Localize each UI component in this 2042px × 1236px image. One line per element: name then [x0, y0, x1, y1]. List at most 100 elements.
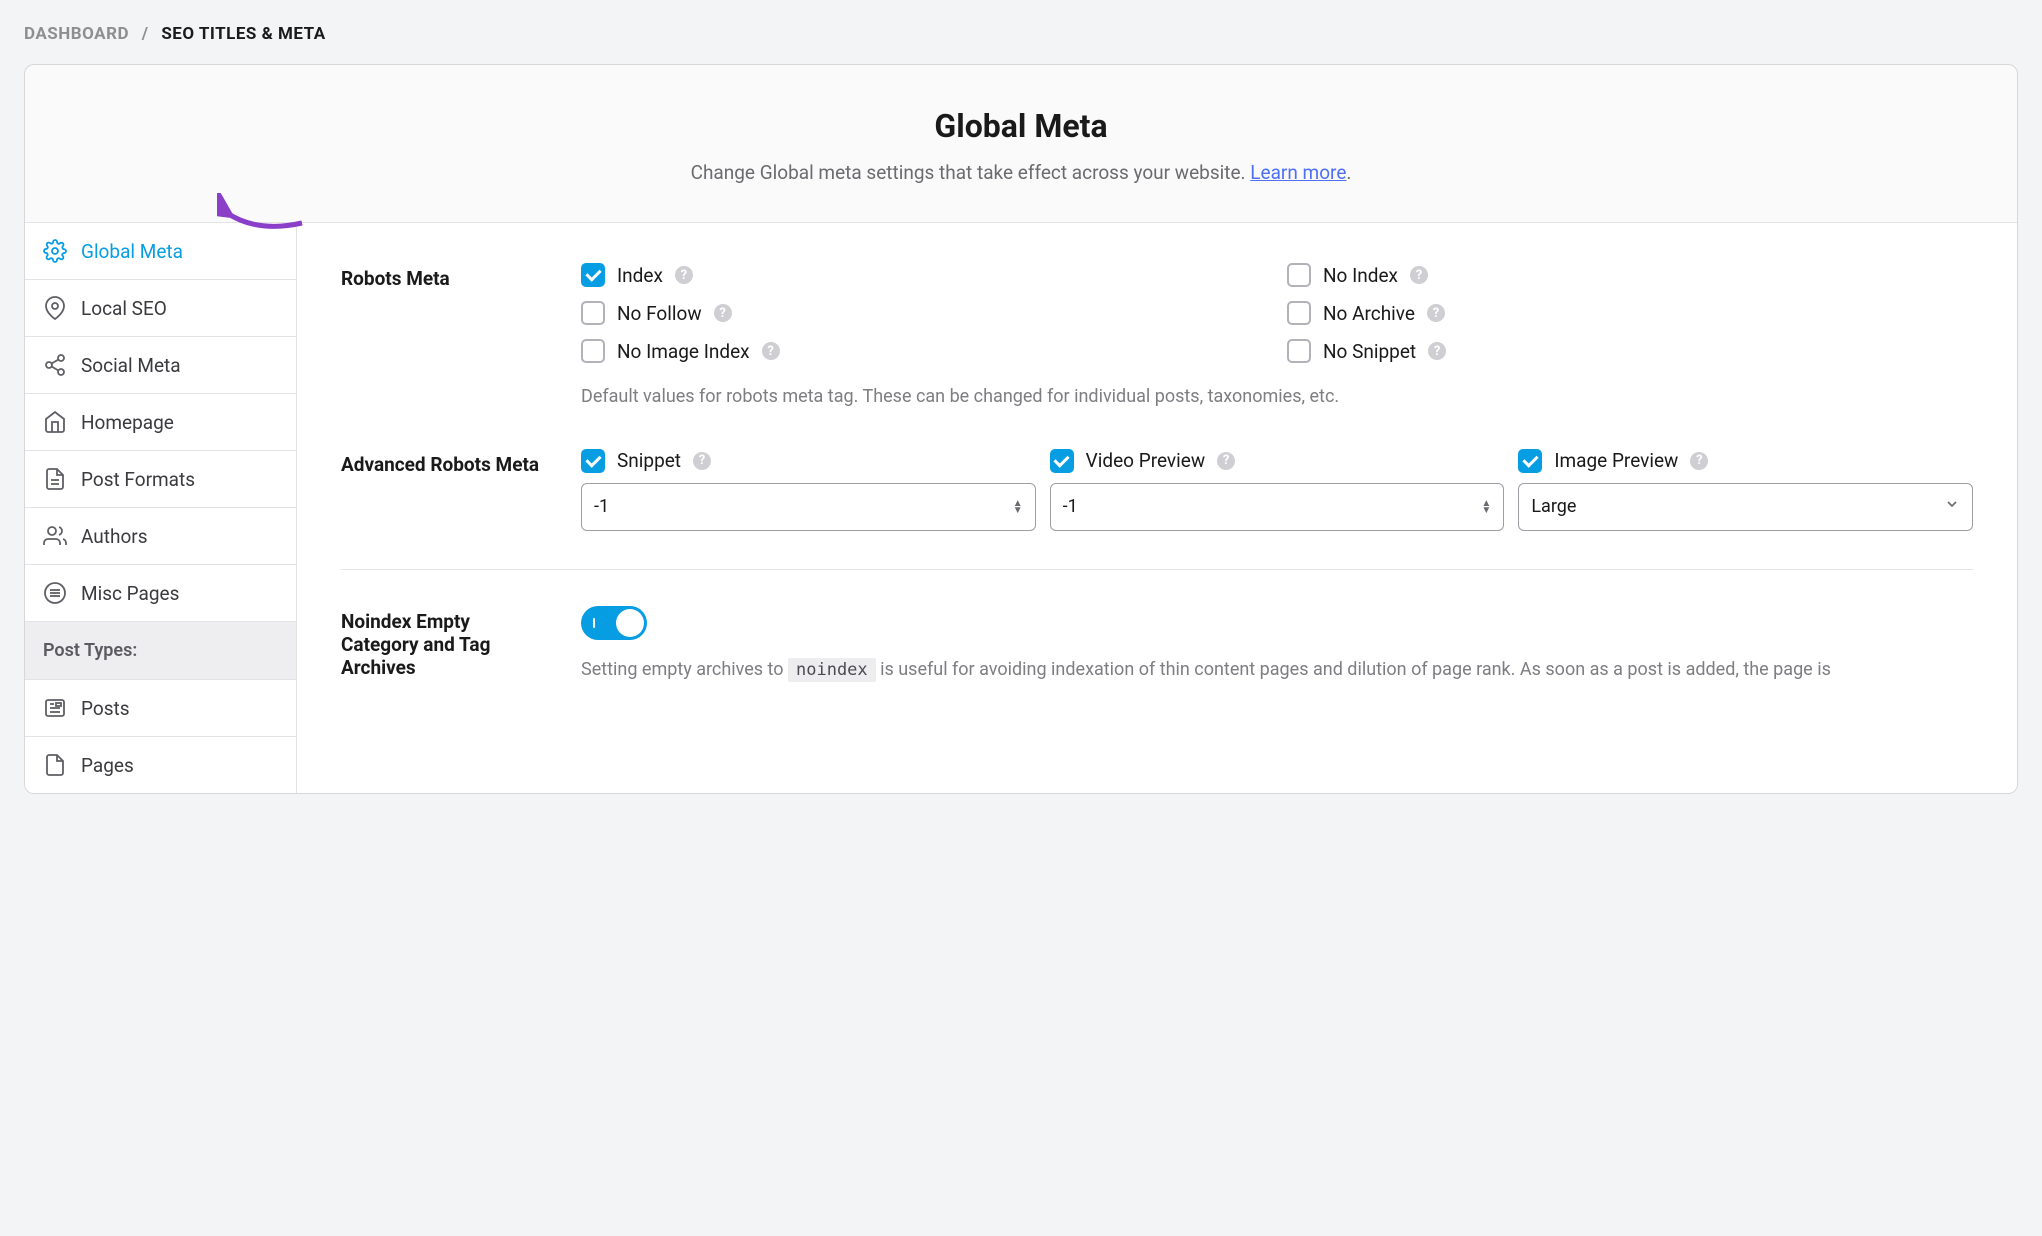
checkbox-label: No Archive [1323, 302, 1415, 325]
sidebar-item-label: Pages [81, 754, 134, 777]
label-line: Category and Tag [341, 633, 581, 656]
sidebar-item-post-formats[interactable]: Post Formats [25, 451, 296, 508]
settings-panel: Global Meta Change Global meta settings … [24, 64, 2018, 794]
help-icon[interactable]: ? [714, 304, 732, 322]
label-line: Noindex Empty [341, 610, 581, 633]
list-icon [43, 581, 67, 605]
checkbox-label: Snippet [617, 449, 681, 472]
input-value: -1 [1063, 496, 1078, 517]
checkbox-index[interactable]: Index ? [581, 263, 1267, 287]
sidebar-item-label: Social Meta [81, 354, 181, 377]
help-icon[interactable]: ? [762, 342, 780, 360]
checkbox-icon[interactable] [581, 449, 605, 473]
checkbox-icon[interactable] [581, 301, 605, 325]
file-text-icon [43, 467, 67, 491]
checkbox-icon[interactable] [1287, 339, 1311, 363]
checkbox-icon[interactable] [581, 339, 605, 363]
page-title: Global Meta [49, 107, 1993, 145]
noindex-empty-description: Setting empty archives to noindex is use… [581, 656, 1973, 684]
sidebar-item-label: Authors [81, 525, 148, 548]
advanced-robots-row: Advanced Robots Meta Snippet ? -1 [341, 449, 1973, 569]
checkbox-label: Video Preview [1086, 449, 1205, 472]
checkbox-label: Image Preview [1554, 449, 1678, 472]
page-icon [43, 753, 67, 777]
stepper-icon[interactable]: ▲▼ [1013, 500, 1023, 514]
sidebar: Global Meta Local SEO Social Meta [25, 223, 297, 793]
sidebar-group-post-types: Post Types: [25, 622, 296, 680]
checkbox-noimageindex[interactable]: No Image Index ? [581, 339, 1267, 363]
help-icon[interactable]: ? [675, 266, 693, 284]
sidebar-item-misc-pages[interactable]: Misc Pages [25, 565, 296, 622]
map-pin-icon [43, 296, 67, 320]
sidebar-item-label: Homepage [81, 411, 174, 434]
sidebar-item-label: Post Formats [81, 468, 195, 491]
help-icon[interactable]: ? [693, 452, 711, 470]
robots-meta-label: Robots Meta [341, 263, 581, 290]
breadcrumb-separator: / [142, 24, 149, 44]
checkbox-icon[interactable] [581, 263, 605, 287]
help-icon[interactable]: ? [1217, 452, 1235, 470]
checkbox-nofollow[interactable]: No Follow ? [581, 301, 1267, 325]
sidebar-item-label: Misc Pages [81, 582, 179, 605]
gear-icon [43, 239, 67, 263]
sidebar-item-posts[interactable]: Posts [25, 680, 296, 737]
checkbox-nosnippet[interactable]: No Snippet ? [1287, 339, 1973, 363]
select-value: Large [1531, 496, 1576, 517]
checkbox-noindex[interactable]: No Index ? [1287, 263, 1973, 287]
sidebar-item-pages[interactable]: Pages [25, 737, 296, 793]
divider [341, 569, 1973, 570]
snippet-input[interactable]: -1 ▲▼ [581, 483, 1036, 531]
checkbox-icon[interactable] [1287, 263, 1311, 287]
breadcrumb: DASHBOARD / SEO TITLES & META [24, 24, 2018, 44]
advanced-robots-label: Advanced Robots Meta [341, 449, 581, 476]
checkbox-noarchive[interactable]: No Archive ? [1287, 301, 1973, 325]
noindex-empty-toggle[interactable] [581, 606, 647, 640]
robots-meta-help: Default values for robots meta tag. Thes… [581, 383, 1973, 411]
panel-header: Global Meta Change Global meta settings … [25, 65, 2017, 223]
users-icon [43, 524, 67, 548]
sidebar-item-local-seo[interactable]: Local SEO [25, 280, 296, 337]
chevron-down-icon [1944, 496, 1960, 517]
sidebar-item-global-meta[interactable]: Global Meta [25, 223, 296, 280]
video-preview-input[interactable]: -1 ▲▼ [1050, 483, 1505, 531]
desc-text: Setting empty archives to [581, 659, 788, 680]
sidebar-item-authors[interactable]: Authors [25, 508, 296, 565]
breadcrumb-current: SEO TITLES & META [161, 24, 325, 44]
code-chip: noindex [788, 658, 876, 682]
checkbox-label: Index [617, 264, 663, 287]
checkbox-video-preview[interactable]: Video Preview ? [1050, 449, 1505, 473]
checkbox-label: No Index [1323, 264, 1398, 287]
checkbox-icon[interactable] [1518, 449, 1542, 473]
noindex-empty-row: Noindex Empty Category and Tag Archives … [341, 606, 1973, 684]
checkbox-snippet[interactable]: Snippet ? [581, 449, 1036, 473]
learn-more-link[interactable]: Learn more [1250, 161, 1346, 184]
checkbox-label: No Snippet [1323, 340, 1416, 363]
checkbox-label: No Follow [617, 302, 702, 325]
home-icon [43, 410, 67, 434]
sidebar-item-label: Local SEO [81, 297, 167, 320]
content-area: Robots Meta Index ? No Index ? [297, 223, 2017, 793]
noindex-empty-label: Noindex Empty Category and Tag Archives [341, 606, 581, 679]
desc-text: is useful for avoiding indexation of thi… [880, 659, 1831, 680]
help-icon[interactable]: ? [1428, 342, 1446, 360]
help-icon[interactable]: ? [1427, 304, 1445, 322]
checkbox-icon[interactable] [1287, 301, 1311, 325]
breadcrumb-root[interactable]: DASHBOARD [24, 24, 129, 44]
checkbox-label: No Image Index [617, 340, 750, 363]
description-period: . [1346, 161, 1351, 184]
image-preview-select[interactable]: Large [1518, 483, 1973, 531]
stepper-icon[interactable]: ▲▼ [1481, 500, 1491, 514]
sidebar-item-label: Global Meta [81, 240, 183, 263]
checkbox-image-preview[interactable]: Image Preview ? [1518, 449, 1973, 473]
checkbox-icon[interactable] [1050, 449, 1074, 473]
description-text: Change Global meta settings that take ef… [691, 161, 1251, 184]
help-icon[interactable]: ? [1410, 266, 1428, 284]
newspaper-icon [43, 696, 67, 720]
sidebar-item-social-meta[interactable]: Social Meta [25, 337, 296, 394]
sidebar-item-label: Posts [81, 697, 130, 720]
input-value: -1 [594, 496, 609, 517]
share-icon [43, 353, 67, 377]
sidebar-item-homepage[interactable]: Homepage [25, 394, 296, 451]
help-icon[interactable]: ? [1690, 452, 1708, 470]
label-line: Archives [341, 656, 581, 679]
